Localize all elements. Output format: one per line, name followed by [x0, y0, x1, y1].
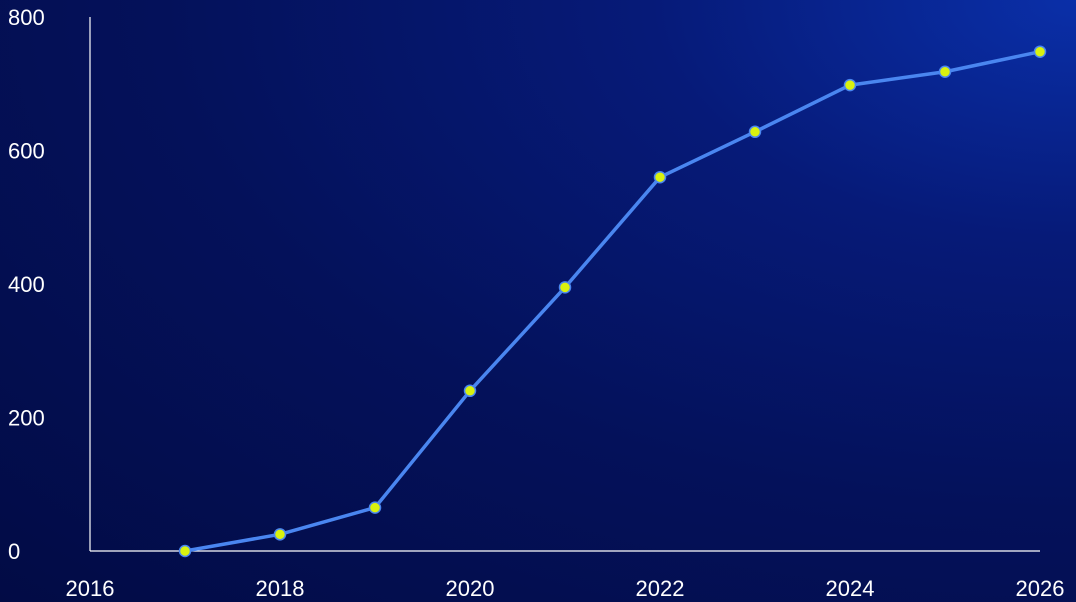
data-point — [938, 65, 952, 78]
y-tick-label: 600 — [8, 139, 45, 164]
data-point — [748, 125, 762, 139]
x-tick-label: 2018 — [256, 576, 305, 601]
data-point — [273, 528, 287, 541]
x-axis-ticks: 2016 2018 2020 2022 2024 2026 — [66, 576, 1065, 601]
data-point — [463, 384, 477, 398]
axes — [89, 17, 1040, 552]
data-point — [558, 281, 572, 294]
data-point — [178, 544, 192, 558]
data-point — [653, 170, 667, 184]
data-point — [843, 78, 857, 92]
x-tick-label: 2026 — [1016, 576, 1065, 601]
y-axis-ticks: 0 200 400 600 800 — [8, 5, 45, 564]
x-tick-label: 2020 — [446, 576, 495, 601]
series-line — [183, 49, 1042, 553]
data-point — [1033, 45, 1047, 58]
x-tick-label: 2022 — [636, 576, 685, 601]
x-tick-label: 2024 — [826, 576, 875, 601]
x-tick-label: 2016 — [66, 576, 115, 601]
y-tick-label: 200 — [8, 406, 45, 431]
y-tick-label: 0 — [8, 539, 20, 564]
y-tick-label: 800 — [8, 5, 45, 30]
series-group — [178, 45, 1047, 558]
data-point — [368, 501, 382, 514]
y-tick-label: 400 — [8, 272, 45, 297]
